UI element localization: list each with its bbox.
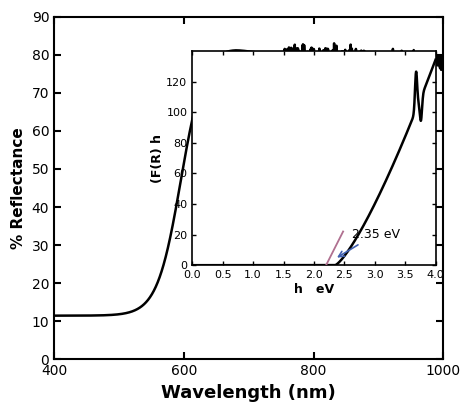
Y-axis label: % Reflectance: % Reflectance [11,127,26,249]
X-axis label: Wavelength (nm): Wavelength (nm) [161,384,336,402]
